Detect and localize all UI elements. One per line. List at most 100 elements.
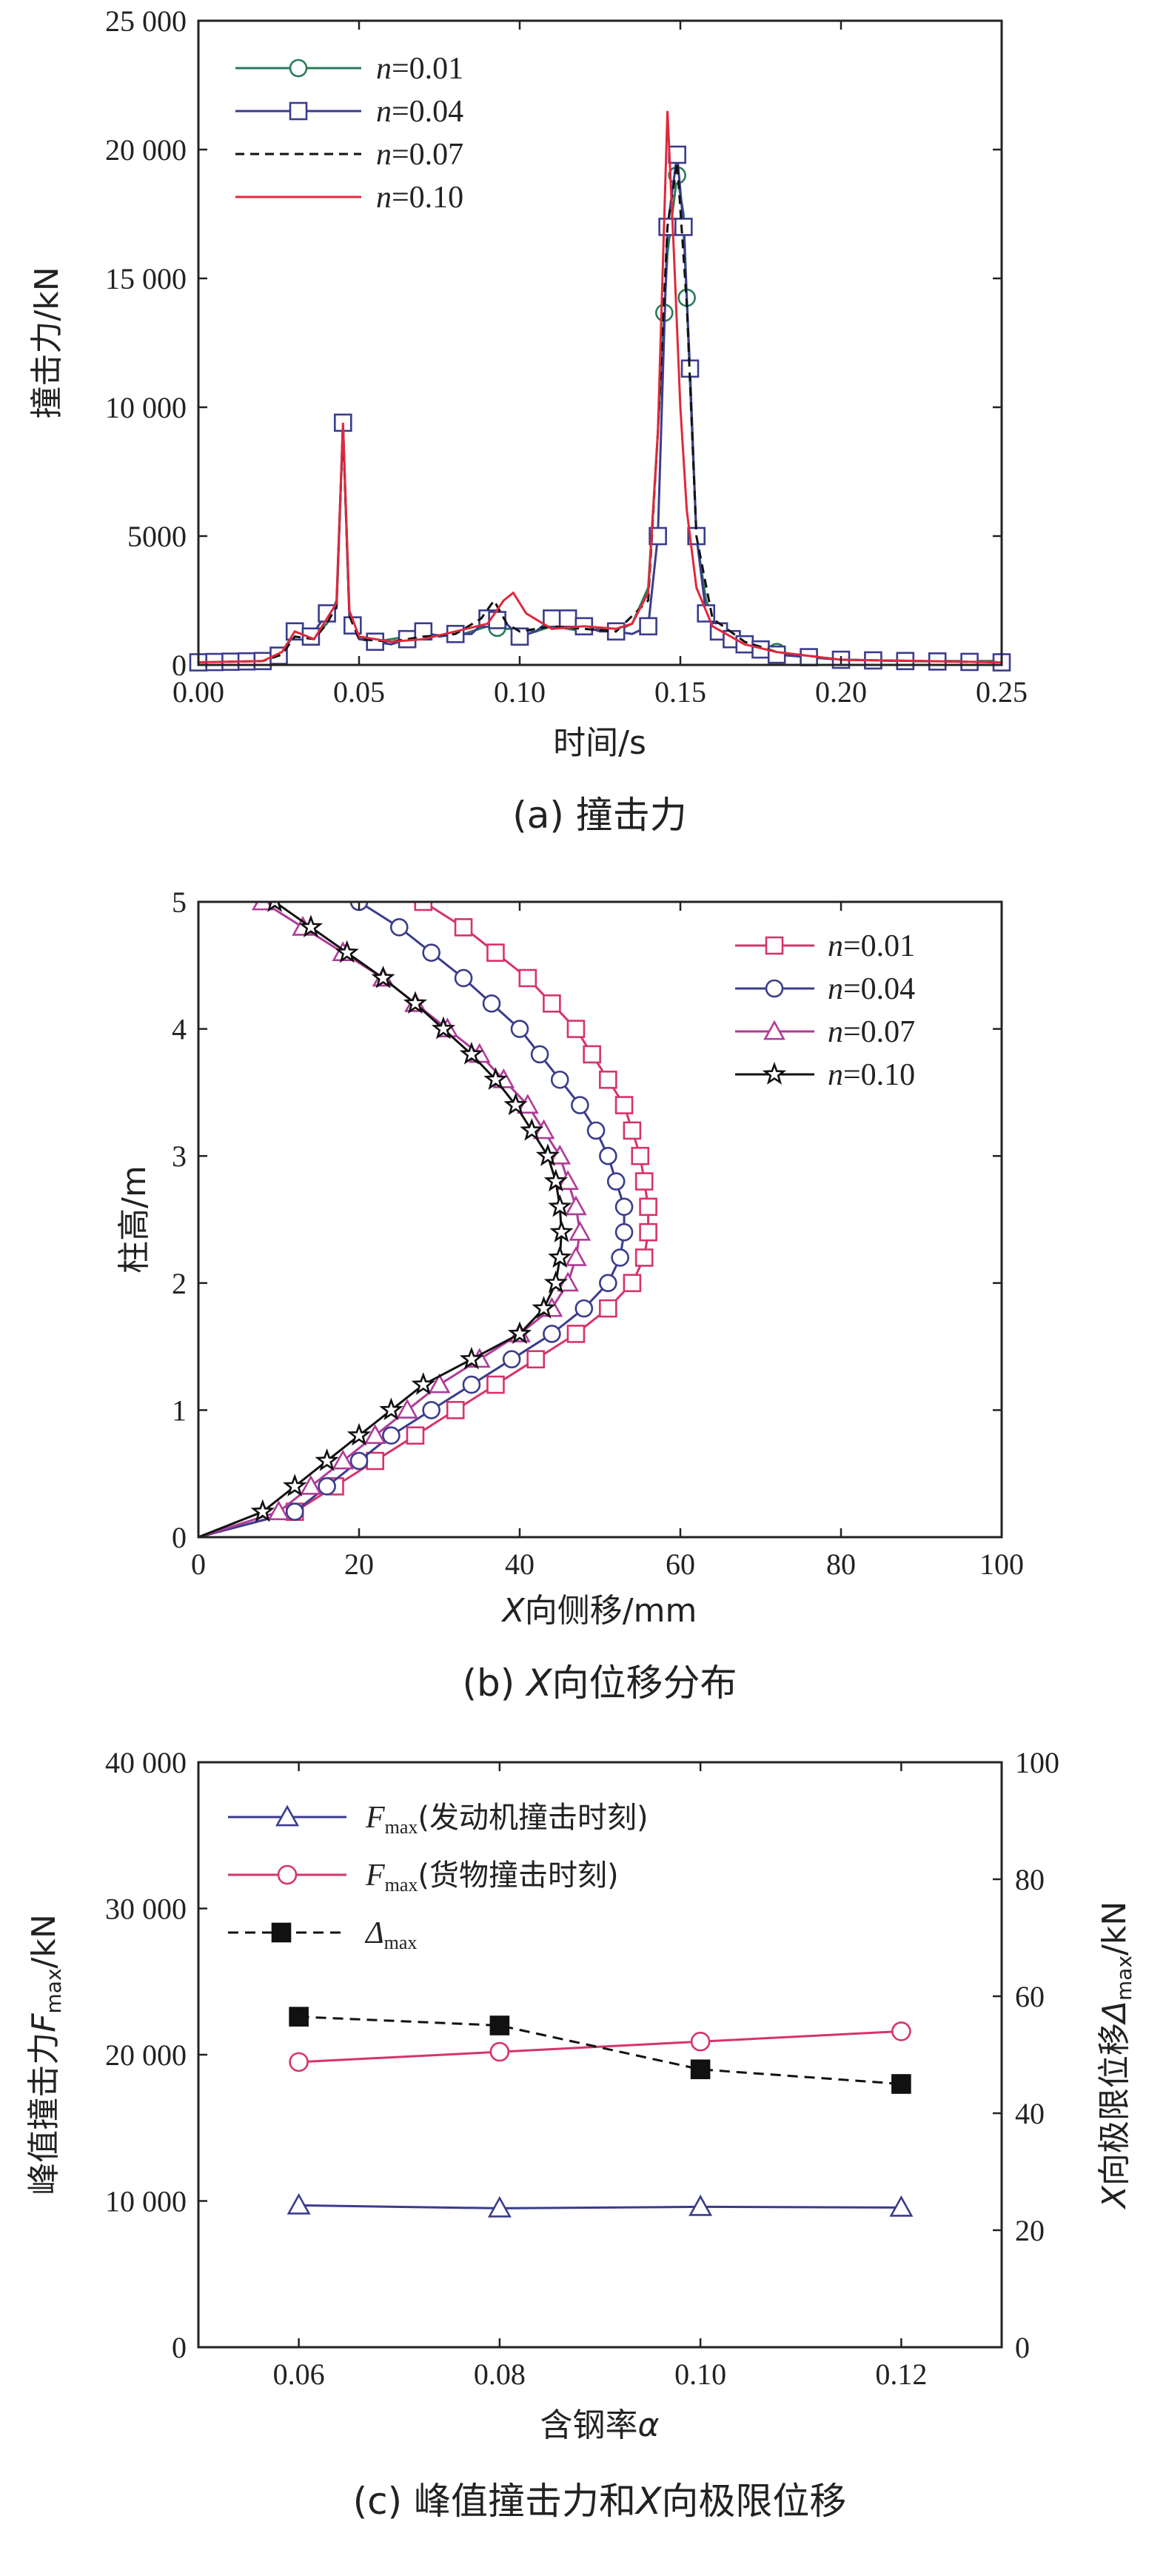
chart-a-legend-label-text: =0.10 — [392, 181, 463, 215]
chart-b-ytick-label: 4 — [172, 1013, 187, 1046]
chart-b-legend-label-text: =0.07 — [843, 1015, 915, 1049]
chart-b-ytick-label: 2 — [172, 1267, 187, 1300]
chart-c-y2tick-label: 60 — [1015, 1980, 1045, 2013]
chart-b-point — [267, 902, 282, 912]
chart-c-legend-marker — [277, 1864, 298, 1885]
chart-c-ytick-label: 0 — [172, 2331, 187, 2364]
chart-c-caption-text: (c) 峰值撞击力和 — [353, 2480, 636, 2523]
chart-b-point — [422, 943, 440, 962]
chart-b-point — [382, 1426, 401, 1445]
chart-b-xtick-label: 100 — [979, 1548, 1024, 1581]
chart-b-point — [530, 1045, 549, 1064]
chart-b-point — [510, 1020, 529, 1038]
chart-b-point — [251, 902, 274, 911]
chart-b-point — [543, 1168, 568, 1192]
chart-b-point — [548, 1245, 572, 1268]
chart-b-point — [548, 1194, 572, 1217]
chart-b-legend-marker — [765, 979, 784, 998]
chart-b-legend-marker — [763, 1020, 785, 1040]
chart-c-legend-label-text: (发动机撞击时刻) — [418, 1801, 648, 1835]
chart-b-ytick-label: 1 — [172, 1394, 187, 1427]
chart-c-legend-label-var: F — [365, 1859, 385, 1893]
chart-c-point — [289, 2052, 309, 2072]
chart-b-clipped — [198, 902, 657, 1537]
chart-b-point — [454, 918, 473, 937]
chart-b-point — [411, 1372, 435, 1395]
chart-c-xlabel-text: 含钢率 — [540, 2406, 637, 2444]
chart-c-y2label-text: 向极限位移 — [1096, 2023, 1133, 2186]
chart-b-legend-label-text: =0.01 — [843, 929, 915, 963]
chart-c-ylabel: 峰值撞击力Fmax/kN — [25, 1914, 66, 2195]
chart-b-point — [623, 1274, 642, 1293]
chart-b-legend-label-text: =0.10 — [843, 1058, 915, 1092]
chart-c-ytick-label: 10 000 — [105, 2185, 187, 2218]
chart-a-series-line — [198, 162, 1002, 663]
chart-c-legend: Fmax(发动机撞击时刻)Fmax(货物撞击时刻)Δmax — [228, 1801, 649, 1953]
chart-c-series-line — [298, 2030, 902, 2064]
chart-a-legend-label-text: =0.07 — [392, 138, 463, 172]
chart-c-xlabel-var: α — [637, 2406, 659, 2444]
chart-b-point — [599, 1070, 617, 1089]
chart-b-xtick-label: 60 — [666, 1548, 695, 1581]
chart-b-point — [332, 1449, 355, 1470]
chart-b-point — [285, 1502, 304, 1521]
chart-c-legend-label-var: Δ — [364, 1916, 384, 1950]
chart-b-caption-var: X — [524, 1662, 553, 1704]
chart-b-xtick-label: 0 — [191, 1548, 206, 1581]
chart-c-ytick-label: 30 000 — [105, 1893, 187, 1926]
chart-a-ytick-label: 15 000 — [105, 262, 187, 295]
chart-b-point — [502, 1350, 521, 1369]
chart-b-point — [486, 943, 505, 962]
chart-b-point — [520, 1117, 544, 1141]
chart-a-xtick-label: 0.00 — [172, 675, 224, 709]
chart-a-point — [649, 526, 667, 546]
chart-b-point — [486, 1375, 505, 1394]
chart-b-point — [422, 1401, 440, 1419]
chart-b-point — [634, 1172, 654, 1191]
chart-a-frame — [197, 19, 1003, 666]
chart-c-point — [690, 2031, 711, 2052]
chart-a: 0.00 0.05 0.10 0.15 0.20 0.25 0 5000 10 000 15 00… — [28, 4, 1028, 837]
chart-a-ticks: 0.00 0.05 0.10 0.15 0.20 0.25 0 5000 10 000 15 00… — [105, 4, 1028, 709]
chart-a-legend-label: n=0.04 — [376, 95, 463, 129]
chart-b-frame — [197, 900, 1003, 1539]
chart-b-legend-label: n=0.04 — [828, 972, 915, 1006]
chart-a-legend-label-var: n — [376, 181, 392, 215]
chart-b-point — [389, 918, 409, 937]
chart-c-caption: (c) 峰值撞击力和X向极限位移 — [353, 2480, 847, 2523]
chart-b-point — [549, 1220, 574, 1242]
chart-b-point — [586, 1121, 606, 1140]
chart-b-point — [283, 1473, 307, 1497]
chart-c-point — [889, 2195, 914, 2217]
chart-a-point — [558, 609, 577, 628]
chart-b-point — [565, 1195, 587, 1216]
chart-c-ytick-label: 40 000 — [105, 1746, 187, 1779]
chart-a-legend-label: n=0.10 — [376, 181, 463, 215]
chart-b-point — [599, 1299, 617, 1318]
chart-c-y2tick-label: 20 — [1015, 2214, 1045, 2247]
chart-b-point — [611, 1248, 629, 1267]
chart-c-ylabel-tail: /kN — [25, 1914, 63, 1968]
chart-b-legend-label-var: n — [828, 972, 843, 1006]
chart-b-xtick-label: 80 — [826, 1548, 856, 1581]
chart-b-legend-marker — [762, 1061, 787, 1085]
chart-b-point — [623, 1121, 642, 1140]
chart-b-point — [526, 1350, 546, 1369]
chart-b-point — [371, 966, 395, 988]
chart-b-ytick-label: 5 — [172, 886, 187, 919]
chart-a-legend-label: n=0.01 — [376, 52, 463, 86]
chart-c-legend-label: Fmax(发动机撞击时刻) — [365, 1801, 649, 1838]
chart-b-ytick-label: 3 — [172, 1140, 187, 1173]
chart-b-point — [639, 1222, 657, 1242]
chart-b-legend-label: n=0.10 — [828, 1058, 915, 1092]
chart-b-point — [349, 1451, 369, 1471]
chart-b-point — [318, 1477, 336, 1496]
chart-a-ytick-label: 20 000 — [105, 133, 187, 167]
chart-c-point — [690, 2059, 711, 2080]
chart-c-legend-label-text: (货物撞击时刻) — [418, 1859, 618, 1893]
chart-b-legend-label-var: n — [828, 929, 843, 963]
chart-c-ytick-label: 20 000 — [105, 2038, 187, 2072]
chart-b-xlabel: X向侧移/mm — [501, 1592, 697, 1630]
